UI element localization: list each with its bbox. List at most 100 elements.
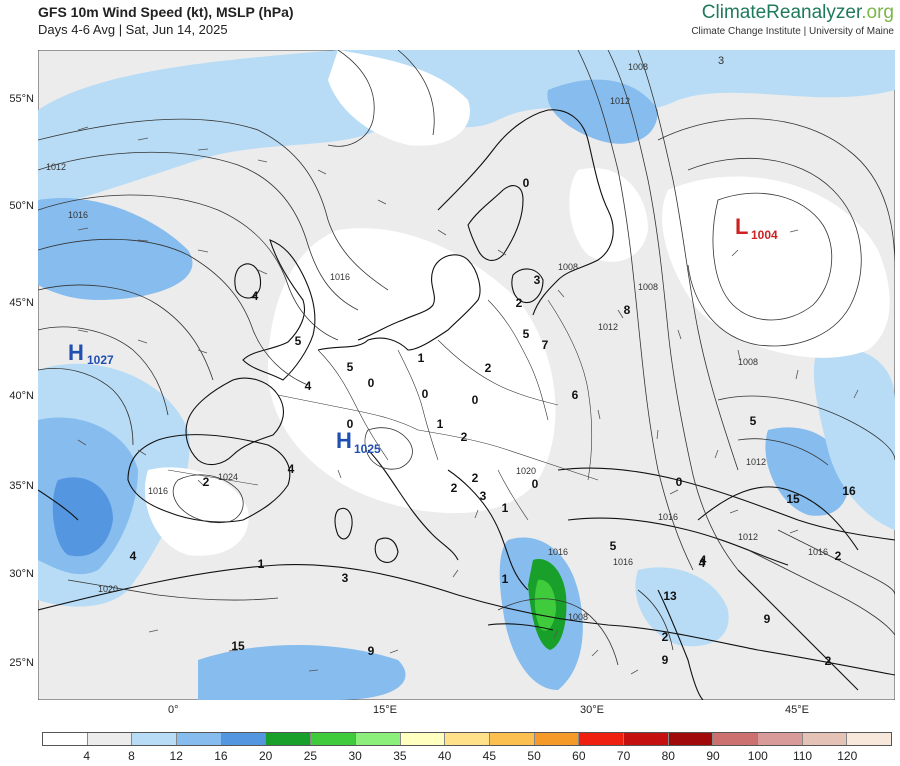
colorbar-swatch [713, 733, 758, 745]
wind-value: 4 [288, 462, 295, 476]
wind-value: 2 [516, 296, 523, 310]
isobar-label: 1012 [46, 162, 66, 172]
colorbar-label: 12 [169, 749, 183, 763]
high-pressure-symbol: H [68, 340, 84, 365]
colorbar-label: 20 [258, 749, 273, 763]
high-pressure-center-1027: H 1027 [68, 340, 114, 367]
wind-value: 0 [472, 393, 479, 407]
isobar-label: 1012 [610, 96, 630, 106]
brand-logo[interactable]: ClimateReanalyzer.org [702, 2, 894, 24]
colorbar-swatch [132, 733, 178, 745]
brand-name: ClimateReanalyzer [701, 2, 862, 23]
isobars [38, 50, 895, 666]
colorbar-swatch [43, 733, 88, 745]
isobar-label: 1016 [548, 547, 568, 557]
colorbar-swatch [311, 733, 356, 745]
colorbar-label: 110 [792, 749, 813, 763]
isobar-label: 1012 [598, 322, 618, 332]
wind-shading [38, 50, 895, 700]
wind-value: 2 [472, 471, 479, 485]
wind-value: 5 [750, 414, 757, 428]
isobar-label: 1024 [218, 472, 238, 482]
wind-value: 4 [699, 556, 706, 570]
wind-value: 9 [662, 653, 669, 667]
colorbar-label: 45 [482, 749, 497, 763]
wind-value: 1 [258, 557, 265, 571]
lat-label: 50°N [9, 200, 34, 212]
isobar-label: 1020 [98, 584, 118, 594]
high-pressure-value: 1027 [87, 353, 114, 367]
wind-vectors [77, 126, 859, 675]
colorbar-label: 16 [214, 749, 228, 763]
colorbar-swatch [266, 733, 312, 745]
wind-value: 0 [523, 176, 530, 190]
isobar-label: 1016 [68, 210, 88, 220]
colorbar-label: 50 [527, 749, 541, 763]
wind-value: 13 [663, 589, 677, 603]
lat-label: 30°N [9, 568, 34, 580]
colorbar-swatch [623, 733, 669, 745]
wind-value: 0 [676, 475, 683, 489]
colorbar-swatch [847, 733, 892, 745]
isobar-label: 1008 [558, 262, 578, 272]
lat-label: 45°N [9, 297, 34, 309]
isobar-label: 1016 [330, 272, 350, 282]
low-pressure-center-1004: L 1004 [735, 214, 778, 242]
colorbar-label: 70 [616, 749, 631, 763]
wind-value: 6 [572, 388, 579, 402]
lat-axis: 55°N 50°N 45°N 40°N 35°N 30°N 25°N [0, 50, 36, 700]
wind-value: 4 [305, 379, 312, 393]
colorbar-label: 40 [437, 749, 452, 763]
wind-value: 2 [461, 430, 468, 444]
colorbar-swatch [87, 733, 133, 745]
pressure-centers: H 1027 H 1025 L 1004 [68, 214, 778, 456]
coastlines [38, 109, 895, 700]
wind-value: 9 [764, 612, 771, 626]
wind-value: 9 [368, 644, 375, 658]
colorbar-label: 100 [747, 749, 768, 763]
wind-value: 2 [835, 549, 842, 563]
isobar-label: 1008 [568, 612, 588, 622]
colorbar-swatch [758, 733, 803, 745]
colorbar-label: 80 [661, 749, 675, 763]
country-borders [167, 299, 599, 521]
high-pressure-value: 1025 [354, 442, 381, 456]
isobar-label: 1008 [628, 62, 648, 72]
colorbar-swatch [534, 733, 580, 745]
wind-value: 5 [347, 360, 354, 374]
wind-value: 1 [502, 572, 509, 586]
isobar-label: 1008 [738, 357, 758, 367]
wind-values: 4 5 4 2 1 4 0 1 2 0 0 2 1 2 5 7 6 2 0 2 … [130, 176, 856, 668]
wind-value: 2 [662, 630, 669, 644]
high-pressure-center-1025: H 1025 [336, 428, 381, 456]
lat-label: 40°N [9, 390, 34, 402]
colorbar-label: 4 [83, 749, 91, 763]
colorbar-label: 120 [837, 749, 858, 763]
wind-value: 0 [532, 477, 539, 491]
wind-value: 15 [786, 492, 800, 506]
isobar-label: 1008 [638, 282, 658, 292]
wind-pressure-map: 1008 1012 1012 1016 1016 1016 1008 1012 … [38, 50, 895, 700]
lat-label: 25°N [9, 657, 34, 669]
wind-value: 2 [825, 654, 832, 668]
wind-value: 1 [418, 351, 425, 365]
wind-value: 3 [480, 489, 487, 503]
wind-value: 8 [624, 303, 631, 317]
lon-axis: 0° 15°E 30°E 45°E [0, 704, 900, 720]
lon-label: 0° [168, 704, 179, 716]
colorbar-label: 25 [303, 749, 318, 763]
lat-label: 55°N [9, 93, 34, 105]
wind-value: 2 [203, 475, 210, 489]
isobar-label: 1016 [658, 512, 678, 522]
colorbar-swatch [445, 733, 490, 745]
isobar-label: 1016 [148, 486, 168, 496]
chart-title: GFS 10m Wind Speed (kt), MSLP (hPa) [38, 4, 294, 20]
low-pressure-symbol: L [735, 214, 748, 239]
wind-value: 4 [130, 549, 137, 563]
brand-subtitle: Climate Change Institute | University of… [691, 26, 894, 37]
lat-label: 35°N [9, 480, 34, 492]
colorbar-label: 30 [348, 749, 362, 763]
wind-value: 5 [523, 327, 530, 341]
wind-value: 0 [422, 387, 429, 401]
colorbar-label: 90 [706, 749, 720, 763]
